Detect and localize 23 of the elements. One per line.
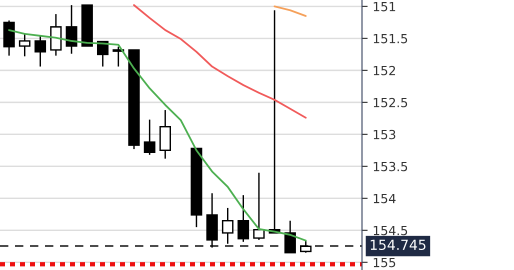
y-tick-label: 153.5 xyxy=(374,162,408,172)
candlestick xyxy=(18,32,30,57)
y-tick-label: 151.5 xyxy=(374,34,408,44)
candlestick xyxy=(253,172,265,241)
candlestick xyxy=(144,118,156,156)
candlestick xyxy=(222,207,234,244)
y-tick-label: 152 xyxy=(374,66,396,76)
candlestick xyxy=(238,194,250,243)
candlestick xyxy=(50,13,62,56)
y-tick-label: 153 xyxy=(374,130,396,140)
y-tick-label: 151 xyxy=(374,2,396,12)
candlestick xyxy=(34,35,46,68)
y-tick-label: 155 xyxy=(374,258,396,268)
candlestick xyxy=(112,46,124,68)
line-series xyxy=(133,4,307,119)
y-tick-label: 154 xyxy=(374,194,396,204)
ref-line-label: 154.745 xyxy=(370,240,426,250)
candlestick xyxy=(284,220,296,254)
candlestick xyxy=(159,109,171,160)
y-tick-label: 152.5 xyxy=(374,98,408,108)
y-tick-label: 154.5 xyxy=(374,226,408,236)
candlestick xyxy=(66,4,78,54)
candlestick xyxy=(300,240,312,254)
